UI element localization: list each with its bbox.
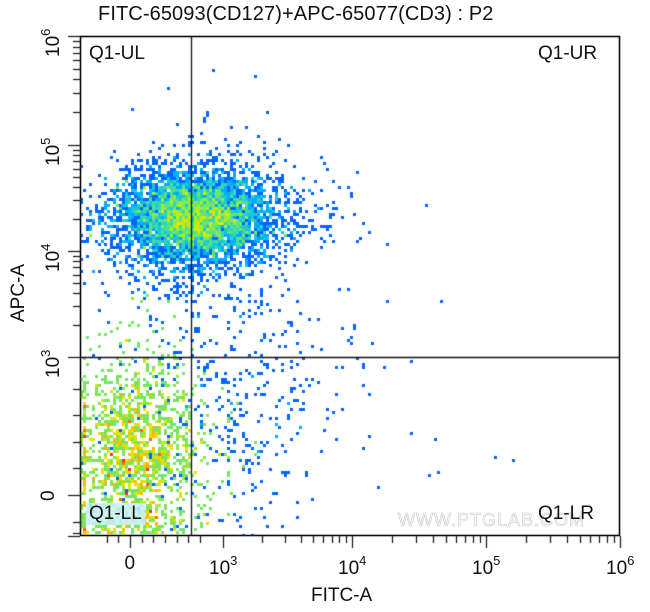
x-tick-label: 104 <box>338 553 367 579</box>
quadrant-label-lr: Q1-LR <box>538 503 594 524</box>
x-tick-label: 106 <box>606 553 635 579</box>
y-axis-label: APC-A <box>8 263 29 322</box>
watermark: WWW.PTGLAB.COM <box>398 510 585 531</box>
y-tick-label: 103 <box>38 349 64 378</box>
quadrant-label-ur: Q1-UR <box>538 43 598 64</box>
x-tick-label: 0 <box>124 553 136 574</box>
x-axis-label: FITC-A <box>311 585 373 606</box>
x-tick-label: 103 <box>209 553 238 579</box>
x-tick-label: 105 <box>472 553 501 579</box>
y-tick-label: 104 <box>38 243 64 272</box>
y-tick-label: 105 <box>38 137 64 166</box>
y-tick-label: 0 <box>38 489 59 501</box>
y-tick-label: 106 <box>38 28 64 57</box>
quadrant-label-ll: Q1-LL <box>86 503 145 525</box>
quadrant-label-ul: Q1-UL <box>89 43 145 64</box>
